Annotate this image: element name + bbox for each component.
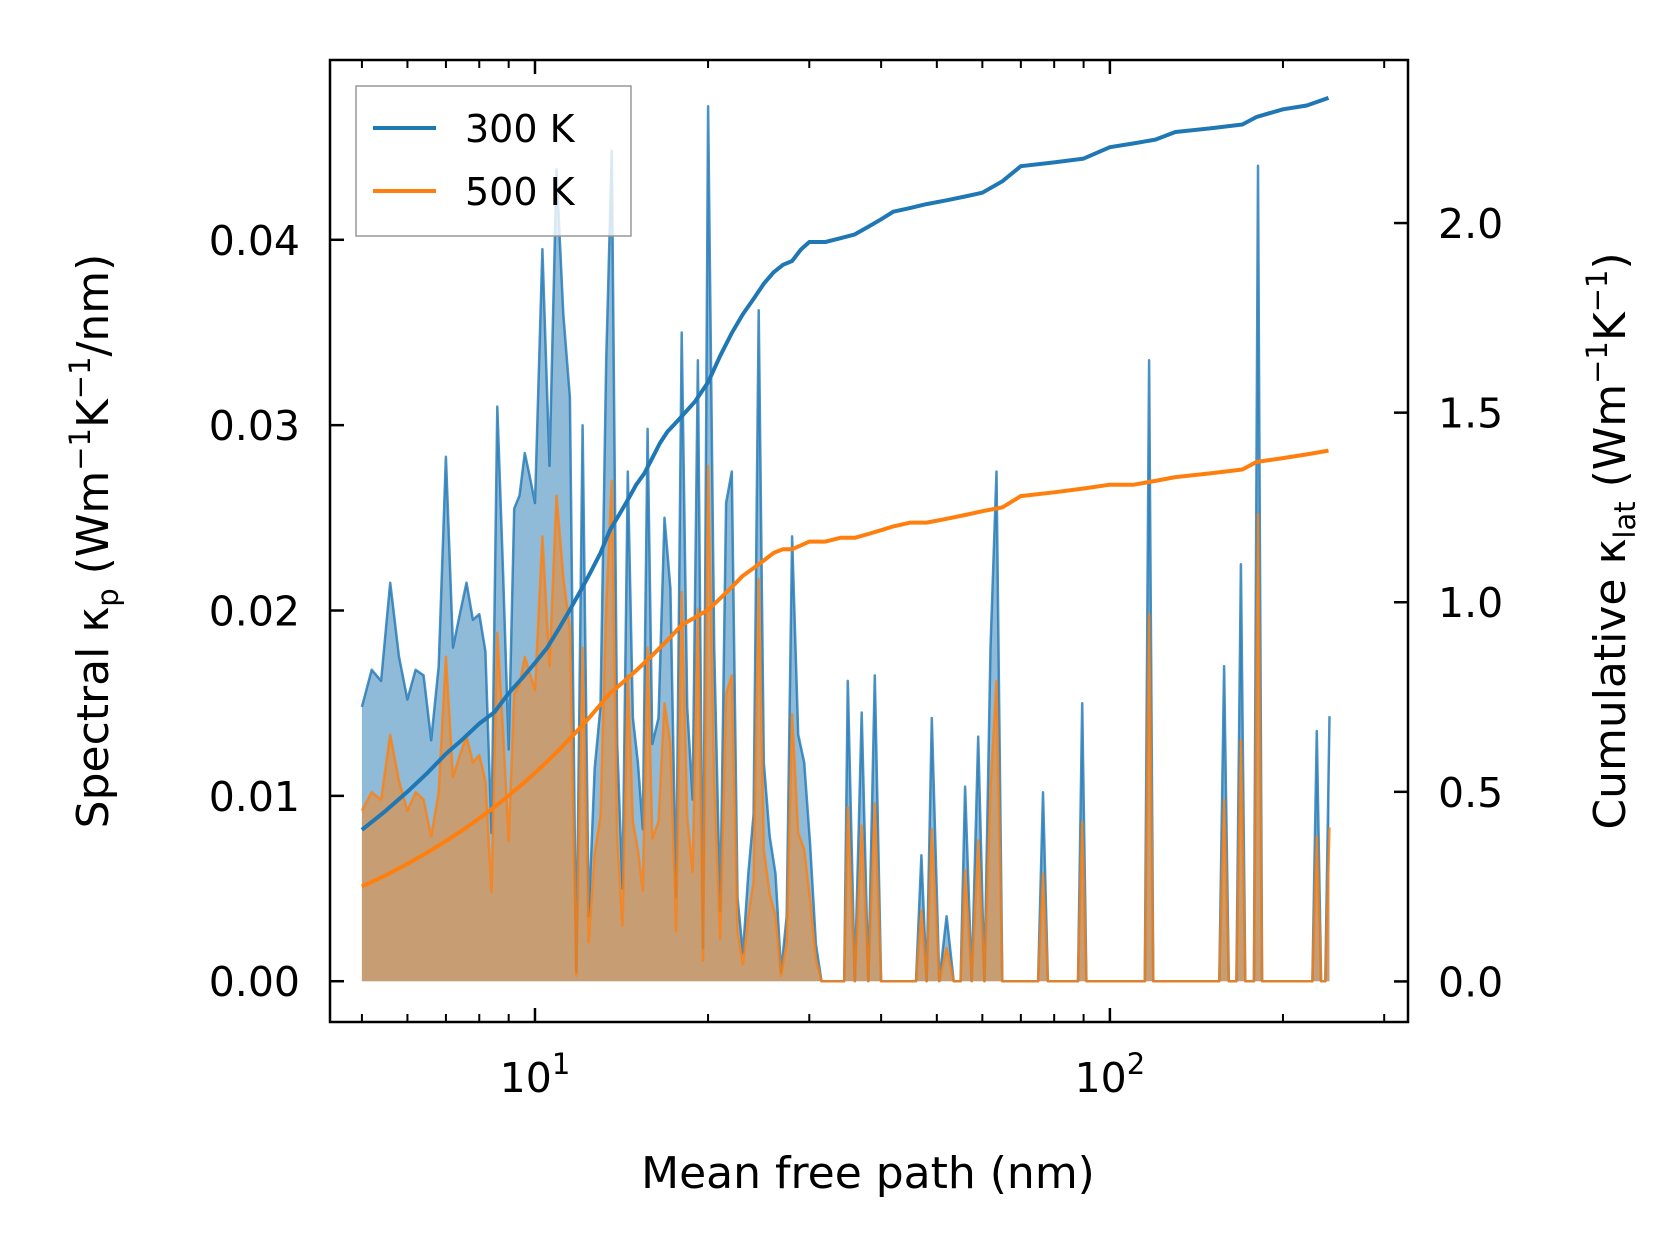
y-left-tick-label-3: 0.03 (209, 402, 300, 450)
y-right-tick-label-4: 2.0 (1438, 200, 1503, 248)
y-right-axis-title: Cumulative κlat (Wm−1K−1) (1580, 252, 1642, 829)
x-tick-label-1: 102 (1075, 1047, 1146, 1102)
y-left-axis-title: Spectral κp (Wm−1K−1/nm) (63, 254, 125, 829)
legend-label-300k: 300 K (465, 107, 576, 151)
x-axis-title: Mean free path (nm) (641, 1148, 1095, 1199)
spectral-500k-line (360, 464, 1331, 983)
x-tick-label-0: 101 (500, 1047, 571, 1102)
spectral-500k-area (361, 465, 1330, 982)
legend-box (355, 85, 632, 237)
cumulative-300k-line (360, 96, 1330, 832)
cumulative-500k-line (361, 448, 1329, 889)
y-left-tick-label-2: 0.02 (209, 588, 300, 636)
plot-area (360, 96, 1331, 983)
y-left-tick-label-1: 0.01 (209, 773, 300, 821)
axis-ticks: 0.00 0.01 0.02 0.03 0.04 0.0 0.5 1.0 1.5 2.0 101 10… (209, 60, 1503, 1102)
y-left-tick-label-4: 0.04 (209, 217, 300, 265)
y-right-tick-label-1: 0.5 (1438, 769, 1503, 817)
legend-label-500k: 500 K (465, 170, 576, 214)
y-right-tick-label-2: 1.0 (1438, 579, 1503, 627)
y-left-tick-label-0: 0.00 (209, 958, 300, 1006)
y-right-tick-label-3: 1.5 (1438, 390, 1503, 438)
plot-frame (328, 58, 1410, 1024)
y-right-tick-label-0: 0.0 (1438, 958, 1503, 1006)
legend: 300 K 500 K (355, 85, 632, 237)
